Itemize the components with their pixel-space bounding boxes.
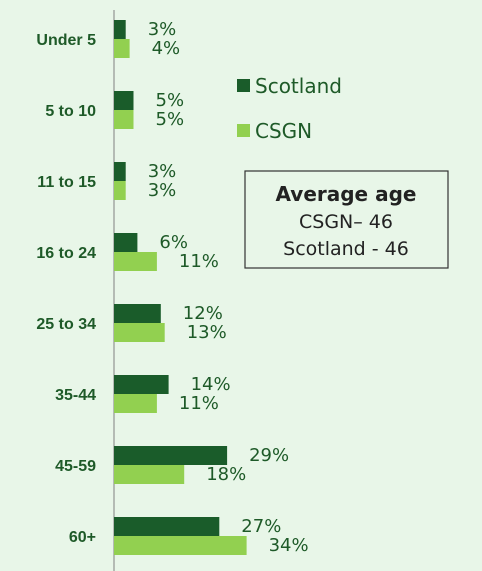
category-label-35-44: 35-44 bbox=[55, 387, 96, 404]
bar-scotland-16-to-24 bbox=[114, 233, 138, 252]
data-label-csgn-under-5: 4% bbox=[152, 38, 181, 59]
bar-csgn-25-to-34 bbox=[114, 323, 165, 342]
bar-scotland-60 bbox=[114, 517, 220, 536]
bar-csgn-60 bbox=[114, 536, 247, 555]
data-label-scotland-under-5: 3% bbox=[148, 19, 177, 40]
data-label-scotland-5-to-10: 5% bbox=[156, 90, 185, 111]
bar-scotland-11-to-15 bbox=[114, 162, 126, 181]
category-labels: Under 5 5 to 10 11 to 15 16 to 24 25 to 34 35… bbox=[36, 32, 96, 546]
average-age-box: Average age CSGN– 46 Scotland - 46 bbox=[244, 170, 449, 269]
data-label-scotland-25-to-34: 12% bbox=[183, 303, 223, 324]
category-label-under-5: Under 5 bbox=[36, 32, 96, 49]
data-label-csgn-60: 34% bbox=[269, 535, 309, 556]
data-label-scotland-45-59: 29% bbox=[249, 445, 289, 466]
bar-scotland-45-59 bbox=[114, 446, 228, 465]
category-label-16-to-24: 16 to 24 bbox=[36, 245, 96, 262]
average-age-scotland: Scotland - 46 bbox=[283, 238, 409, 260]
bar-scotland-25-to-34 bbox=[114, 304, 161, 323]
bar-csgn-16-to-24 bbox=[114, 252, 157, 271]
data-label-scotland-16-to-24: 6% bbox=[159, 232, 188, 253]
bar-csgn-45-59 bbox=[114, 465, 185, 484]
data-label-csgn-5-to-10: 5% bbox=[156, 109, 185, 130]
legend: Scotland CSGN bbox=[237, 74, 342, 143]
data-label-csgn-35-44: 11% bbox=[179, 393, 219, 414]
bars-layer bbox=[114, 20, 247, 555]
category-label-45-59: 45-59 bbox=[55, 458, 96, 475]
bar-scotland-5-to-10 bbox=[114, 91, 134, 110]
category-label-60: 60+ bbox=[69, 529, 96, 546]
bar-csgn-11-to-15 bbox=[114, 181, 126, 200]
data-label-csgn-45-59: 18% bbox=[206, 464, 246, 485]
bar-csgn-5-to-10 bbox=[114, 110, 134, 129]
legend-label-csgn: CSGN bbox=[255, 119, 312, 143]
legend-swatch-scotland bbox=[237, 79, 250, 92]
category-label-5-to-10: 5 to 10 bbox=[45, 103, 96, 120]
legend-swatch-csgn bbox=[237, 124, 250, 137]
data-label-csgn-25-to-34: 13% bbox=[187, 322, 227, 343]
average-age-title: Average age bbox=[276, 182, 417, 206]
bar-csgn-35-44 bbox=[114, 394, 157, 413]
average-age-box-frame bbox=[244, 170, 449, 269]
bar-scotland-35-44 bbox=[114, 375, 169, 394]
bar-csgn-under-5 bbox=[114, 39, 130, 58]
bar-scotland-under-5 bbox=[114, 20, 126, 39]
data-label-csgn-11-to-15: 3% bbox=[148, 180, 177, 201]
data-label-csgn-16-to-24: 11% bbox=[179, 251, 219, 272]
category-label-11-to-15: 11 to 15 bbox=[37, 174, 96, 191]
value-labels: 3%4%5%5%3%3%6%11%12%13%14%11%29%18%27%34… bbox=[148, 19, 309, 556]
data-label-scotland-60: 27% bbox=[241, 516, 281, 537]
average-age-csgn: CSGN– 46 bbox=[299, 211, 393, 233]
category-label-25-to-34: 25 to 34 bbox=[36, 316, 96, 333]
data-label-scotland-11-to-15: 3% bbox=[148, 161, 177, 182]
legend-label-scotland: Scotland bbox=[255, 74, 342, 98]
data-label-scotland-35-44: 14% bbox=[191, 374, 231, 395]
